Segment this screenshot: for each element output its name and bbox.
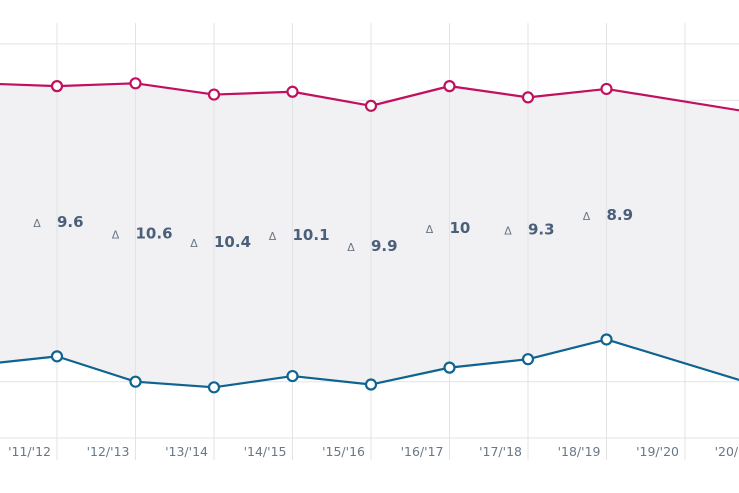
delta-icon: Δ	[504, 224, 512, 237]
delta-icon: Δ	[112, 229, 120, 242]
delta-labels: Δ 9.6 Δ 10.6 Δ 10.4 Δ 10.1 Δ 9.9 Δ 10 Δ 9.3 Δ 8.9	[33, 206, 633, 255]
series-line-upper	[0, 82, 739, 112]
delta-value-label: 10.1	[293, 226, 330, 244]
x-tick-label: '17/'18	[479, 444, 522, 459]
delta-value-label: 10	[450, 219, 471, 237]
data-point-upper[interactable]	[521, 91, 535, 104]
x-tick-label: '16/'17	[401, 444, 444, 459]
data-point-lower[interactable]	[207, 381, 221, 394]
x-tick-label: '12/'13	[87, 444, 130, 459]
delta-value-label: 9.3	[528, 220, 555, 238]
data-point-upper[interactable]	[443, 80, 456, 93]
delta-value-label: 9.9	[371, 237, 398, 255]
x-axis-ticks: '10/'11'11/'12'12/'13'13/'14'14/'15'15/'…	[8, 444, 739, 459]
data-point-lower[interactable]	[50, 350, 64, 363]
series-line-lower	[0, 338, 739, 389]
data-point-lower[interactable]	[286, 369, 299, 383]
delta-value-label: 8.9	[607, 206, 634, 224]
x-tick-label: '14/'15	[244, 444, 287, 459]
x-tick-label: '13/'14	[165, 444, 208, 459]
x-tick-label: '19/'20	[636, 444, 679, 459]
data-point-lower[interactable]	[443, 361, 456, 374]
x-tick-label: '11/'12	[8, 444, 51, 459]
data-point-lower[interactable]	[364, 378, 378, 391]
series-lines	[0, 77, 739, 394]
x-tick-label: '18/'19	[558, 444, 601, 459]
delta-value-label: 10.4	[214, 233, 251, 251]
data-point-upper[interactable]	[286, 85, 299, 98]
x-tick-label: '15/'16	[322, 444, 365, 459]
delta-icon: Δ	[347, 241, 355, 254]
delta-icon: Δ	[190, 237, 198, 250]
delta-icon: Δ	[269, 230, 277, 243]
data-point-lower[interactable]	[600, 333, 613, 346]
delta-icon: Δ	[583, 210, 591, 223]
data-point-upper[interactable]	[364, 99, 378, 112]
range-band	[0, 83, 739, 388]
data-point-lower[interactable]	[521, 353, 535, 366]
x-tick-label: '20/'21	[715, 444, 739, 459]
data-point-lower[interactable]	[129, 375, 142, 388]
data-point-upper[interactable]	[129, 77, 142, 90]
delta-icon: Δ	[426, 223, 434, 236]
data-point-upper[interactable]	[50, 80, 64, 93]
delta-value-label: 10.6	[136, 225, 173, 243]
data-point-upper[interactable]	[207, 88, 221, 101]
delta-value-label: 9.6	[57, 213, 84, 231]
data-point-upper[interactable]	[600, 82, 613, 96]
delta-icon: Δ	[33, 217, 41, 230]
